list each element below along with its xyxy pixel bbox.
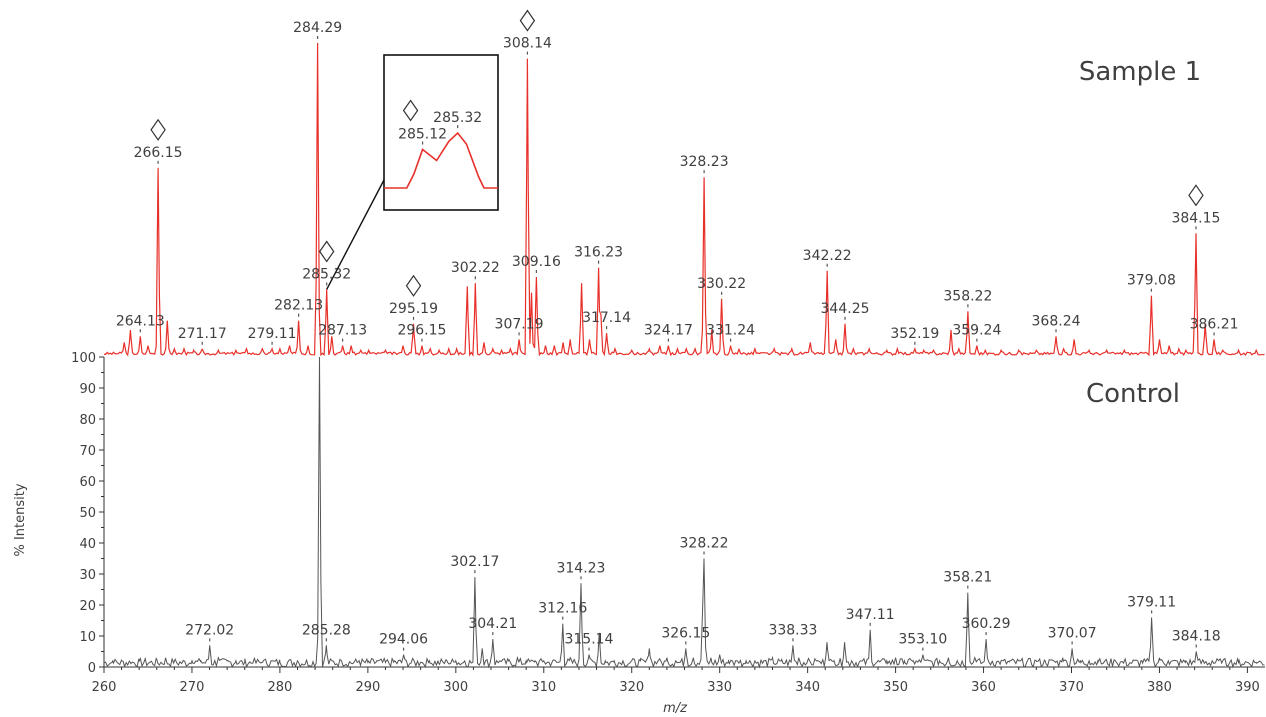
peak-label: 379.11 [1127,594,1176,610]
x-tick-label: 290 [355,680,380,695]
peak-label: 324.17 [644,323,693,339]
y-tick-label: 40 [79,537,96,552]
peak-label: 279.11 [248,326,297,342]
control-series-label: Control [1086,379,1180,409]
peak-label: 368.24 [1032,313,1081,329]
peak-label: 342.22 [803,248,852,264]
x-tick-label: 260 [92,680,117,695]
x-tick-label: 300 [443,680,468,695]
peak-label: 314.23 [556,560,605,576]
sample-series-label: Sample 1 [1079,57,1201,87]
peak-label: 315.14 [564,632,613,648]
peak-label: 353.10 [898,632,947,648]
inset-frame [383,54,499,211]
inset-trace [384,131,498,189]
peak-label: 328.22 [680,536,729,552]
y-tick-label: 30 [79,568,96,583]
peak-label: 294.06 [379,632,428,648]
peak-label: 264.13 [116,313,165,329]
peak-label: 308.14 [503,36,552,52]
peak-label: 272.02 [185,622,234,638]
x-tick-label: 280 [267,680,292,695]
x-tick-label: 390 [1235,680,1260,695]
y-tick-label: 100 [71,351,96,366]
y-tick-label: 10 [79,630,96,645]
x-tick-label: 380 [1147,680,1172,695]
peak-label: 316.23 [574,245,623,261]
inset-connector [326,179,385,290]
peak-label: 285.32 [302,266,351,282]
diamond-marker [402,99,419,122]
peak-label: 304.21 [468,616,517,632]
diamond-marker [150,118,166,141]
peak-label: 370.07 [1048,625,1097,641]
x-axis-label: m/z [663,701,688,716]
peak-label: 330.22 [697,276,746,292]
peak-label: 352.19 [890,326,939,342]
diamond-marker [519,9,536,32]
y-tick-label: 70 [79,444,96,459]
peak-label: 296.15 [397,323,446,339]
control-trace [103,356,1265,669]
y-axis-label: % Intensity [13,483,28,556]
axes: 0 10 20 30 40 50 60 70 80 90 100 260 270 280 290 300 310… [71,351,1265,695]
peak-label: 384.18 [1172,629,1221,645]
y-tick-label: 0 [88,661,96,676]
control-spectrum [103,356,1265,669]
peak-label: 359.24 [952,323,1001,339]
peak-label: 295.19 [389,301,438,317]
peak-label: 302.17 [450,554,499,570]
diamond-marker [405,274,422,297]
sample-trace [103,42,1265,357]
peak-label: 302.22 [451,260,500,276]
sample-spectrum [103,42,1265,357]
peak-label: 347.11 [846,607,895,623]
peak-label: 331.24 [706,323,755,339]
inset-peak-label: 285.32 [433,110,482,126]
peak-label: 379.08 [1127,273,1176,289]
peak-label: 358.22 [943,288,992,304]
peak-label: 307.19 [495,316,544,332]
peak-label: 328.23 [680,154,729,170]
peak-label: 285.28 [302,622,351,638]
peak-label: 271.17 [178,326,227,342]
peak-label: 282.13 [274,298,323,314]
x-tick-label: 310 [531,680,556,695]
peak-label: 326.15 [661,625,710,641]
x-tick-label: 370 [1059,680,1084,695]
y-tick-label: 80 [79,413,96,428]
peak-labels: 264.13 266.15 271.17 279.11 282.13 284.29 285.… [116,9,1239,651]
peak-label: 266.15 [134,145,183,161]
inset-peak-label: 285.12 [398,127,447,143]
peak-label: 360.29 [962,616,1011,632]
peak-label: 309.16 [512,254,561,270]
peak-label: 284.29 [293,20,342,36]
x-tick-label: 270 [180,680,205,695]
peak-label: 384.15 [1171,210,1220,226]
diamond-marker [318,240,335,263]
y-tick-label: 90 [79,382,96,397]
y-tick-label: 60 [79,475,96,490]
y-tick-label: 20 [79,599,96,614]
y-tick-label: 50 [79,506,96,521]
peak-label: 344.25 [821,301,870,317]
x-tick-label: 330 [707,680,732,695]
peak-label: 317.14 [582,310,631,326]
peak-label: 386.21 [1190,316,1239,332]
diamond-marker [1188,184,1204,207]
x-tick-label: 320 [619,680,644,695]
peak-label: 287.13 [318,323,367,339]
peak-label: 338.33 [768,622,817,638]
x-tick-label: 360 [971,680,996,695]
x-tick-label: 350 [883,680,908,695]
x-tick-label: 340 [795,680,820,695]
peak-label: 358.21 [943,570,992,586]
peak-label: 312.16 [538,601,587,617]
